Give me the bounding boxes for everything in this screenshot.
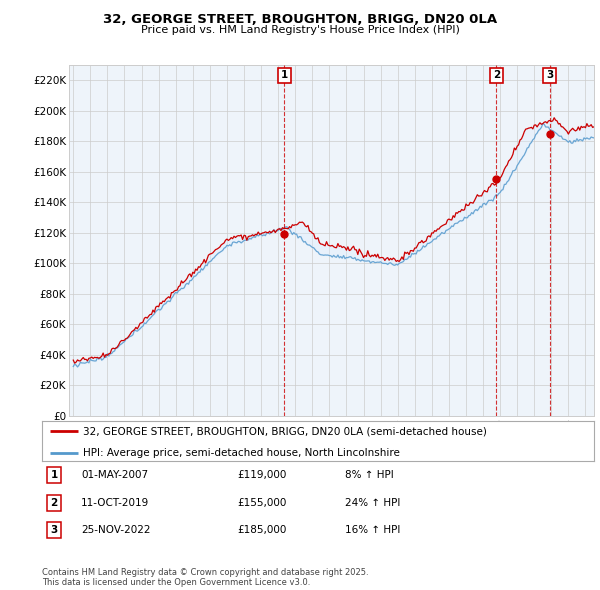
- Text: 01-MAY-2007: 01-MAY-2007: [81, 470, 148, 480]
- Text: 1: 1: [281, 70, 288, 80]
- Text: 16% ↑ HPI: 16% ↑ HPI: [345, 526, 400, 535]
- Text: Price paid vs. HM Land Registry's House Price Index (HPI): Price paid vs. HM Land Registry's House …: [140, 25, 460, 35]
- Text: 3: 3: [546, 70, 553, 80]
- Text: £185,000: £185,000: [237, 526, 286, 535]
- Text: 3: 3: [50, 526, 58, 535]
- Text: 32, GEORGE STREET, BROUGHTON, BRIGG, DN20 0LA: 32, GEORGE STREET, BROUGHTON, BRIGG, DN2…: [103, 13, 497, 26]
- Text: 11-OCT-2019: 11-OCT-2019: [81, 498, 149, 507]
- Text: 2: 2: [50, 498, 58, 507]
- Text: 2: 2: [493, 70, 500, 80]
- Text: £155,000: £155,000: [237, 498, 286, 507]
- Text: Contains HM Land Registry data © Crown copyright and database right 2025.
This d: Contains HM Land Registry data © Crown c…: [42, 568, 368, 587]
- Text: HPI: Average price, semi-detached house, North Lincolnshire: HPI: Average price, semi-detached house,…: [83, 448, 400, 458]
- Text: £119,000: £119,000: [237, 470, 286, 480]
- Text: 32, GEORGE STREET, BROUGHTON, BRIGG, DN20 0LA (semi-detached house): 32, GEORGE STREET, BROUGHTON, BRIGG, DN2…: [83, 427, 487, 436]
- Text: 1: 1: [50, 470, 58, 480]
- Text: 25-NOV-2022: 25-NOV-2022: [81, 526, 151, 535]
- Text: 24% ↑ HPI: 24% ↑ HPI: [345, 498, 400, 507]
- Text: 8% ↑ HPI: 8% ↑ HPI: [345, 470, 394, 480]
